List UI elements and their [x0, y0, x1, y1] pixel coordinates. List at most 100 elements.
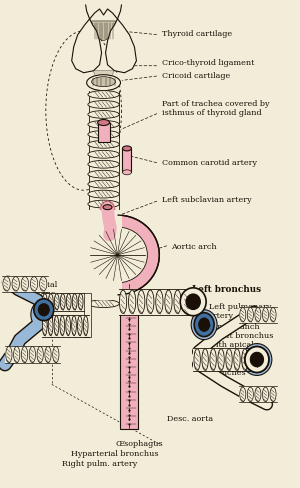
- Ellipse shape: [6, 346, 12, 363]
- Ellipse shape: [165, 290, 172, 313]
- Ellipse shape: [72, 316, 76, 336]
- Ellipse shape: [270, 387, 276, 402]
- Ellipse shape: [103, 204, 112, 210]
- Polygon shape: [193, 347, 257, 371]
- Ellipse shape: [72, 294, 77, 310]
- Text: Œsophagus: Œsophagus: [116, 440, 163, 448]
- Ellipse shape: [234, 349, 240, 370]
- Ellipse shape: [83, 316, 88, 336]
- Ellipse shape: [245, 346, 269, 372]
- Ellipse shape: [122, 146, 131, 151]
- Ellipse shape: [255, 307, 261, 322]
- Text: Crico-thyroid ligament: Crico-thyroid ligament: [162, 59, 255, 67]
- Ellipse shape: [78, 294, 83, 310]
- Ellipse shape: [54, 294, 59, 310]
- Ellipse shape: [242, 349, 248, 370]
- Polygon shape: [5, 346, 60, 364]
- Ellipse shape: [87, 75, 121, 91]
- Ellipse shape: [88, 190, 119, 198]
- Text: Thyroid cartilage: Thyroid cartilage: [162, 30, 232, 38]
- Text: Hyparterial bronchus: Hyparterial bronchus: [71, 450, 158, 458]
- Ellipse shape: [88, 121, 119, 128]
- Ellipse shape: [38, 303, 50, 316]
- Text: Left pulmonary
artery: Left pulmonary artery: [209, 303, 272, 320]
- Ellipse shape: [98, 120, 110, 125]
- Ellipse shape: [226, 349, 232, 370]
- Polygon shape: [239, 386, 277, 402]
- Ellipse shape: [138, 290, 145, 313]
- Ellipse shape: [88, 250, 119, 258]
- Polygon shape: [121, 255, 138, 429]
- Polygon shape: [72, 19, 102, 73]
- Ellipse shape: [119, 290, 127, 313]
- Ellipse shape: [147, 290, 154, 313]
- Ellipse shape: [88, 161, 119, 168]
- Ellipse shape: [21, 277, 28, 291]
- Text: Common carotid artery: Common carotid artery: [162, 160, 257, 167]
- Ellipse shape: [218, 349, 224, 370]
- Text: Part of trachea covered by
isthmus of thyroid gland: Part of trachea covered by isthmus of th…: [162, 100, 270, 117]
- Polygon shape: [118, 289, 191, 315]
- Ellipse shape: [250, 352, 264, 367]
- Text: Aortic arch: Aortic arch: [171, 243, 217, 251]
- Polygon shape: [124, 300, 138, 429]
- Polygon shape: [88, 75, 119, 91]
- Ellipse shape: [198, 318, 210, 332]
- Ellipse shape: [183, 290, 190, 313]
- Ellipse shape: [191, 310, 217, 340]
- Ellipse shape: [92, 77, 116, 87]
- Text: Left subclavian artery: Left subclavian artery: [162, 196, 252, 204]
- Polygon shape: [84, 293, 91, 337]
- Ellipse shape: [54, 316, 59, 336]
- Ellipse shape: [88, 101, 119, 108]
- Ellipse shape: [88, 300, 119, 307]
- Polygon shape: [71, 210, 122, 300]
- Ellipse shape: [60, 294, 65, 310]
- Polygon shape: [42, 293, 84, 311]
- Ellipse shape: [34, 299, 54, 321]
- Text: Desc. aorta: Desc. aorta: [167, 415, 213, 423]
- Ellipse shape: [180, 288, 206, 316]
- Ellipse shape: [194, 313, 214, 337]
- Ellipse shape: [174, 290, 181, 313]
- Ellipse shape: [31, 301, 53, 328]
- Ellipse shape: [76, 215, 159, 295]
- Ellipse shape: [250, 352, 264, 367]
- Ellipse shape: [255, 387, 261, 402]
- Ellipse shape: [42, 294, 47, 310]
- Polygon shape: [98, 122, 110, 142]
- Ellipse shape: [45, 346, 51, 363]
- Ellipse shape: [156, 290, 163, 313]
- Ellipse shape: [122, 170, 131, 175]
- Polygon shape: [239, 307, 277, 323]
- Ellipse shape: [240, 307, 246, 322]
- Ellipse shape: [88, 150, 119, 158]
- Ellipse shape: [77, 316, 82, 336]
- Ellipse shape: [66, 316, 70, 336]
- Ellipse shape: [14, 346, 20, 363]
- Ellipse shape: [42, 316, 47, 336]
- Ellipse shape: [53, 346, 59, 363]
- Text: Right pulm. artery: Right pulm. artery: [62, 460, 137, 468]
- Ellipse shape: [88, 280, 119, 287]
- Ellipse shape: [250, 349, 256, 370]
- Ellipse shape: [88, 200, 119, 208]
- Ellipse shape: [242, 344, 272, 375]
- Ellipse shape: [48, 316, 53, 336]
- Text: Eparterial
bronchus: Eparterial bronchus: [16, 281, 58, 298]
- Ellipse shape: [88, 91, 119, 99]
- Ellipse shape: [88, 230, 119, 238]
- Polygon shape: [106, 19, 136, 73]
- Ellipse shape: [88, 240, 119, 248]
- Ellipse shape: [270, 307, 276, 322]
- Ellipse shape: [88, 180, 119, 188]
- Ellipse shape: [60, 316, 64, 336]
- Ellipse shape: [88, 290, 119, 298]
- Ellipse shape: [88, 170, 119, 178]
- Ellipse shape: [66, 294, 71, 310]
- Ellipse shape: [48, 294, 53, 310]
- Ellipse shape: [245, 346, 269, 372]
- Ellipse shape: [262, 387, 268, 402]
- Ellipse shape: [88, 130, 119, 138]
- Ellipse shape: [88, 141, 119, 148]
